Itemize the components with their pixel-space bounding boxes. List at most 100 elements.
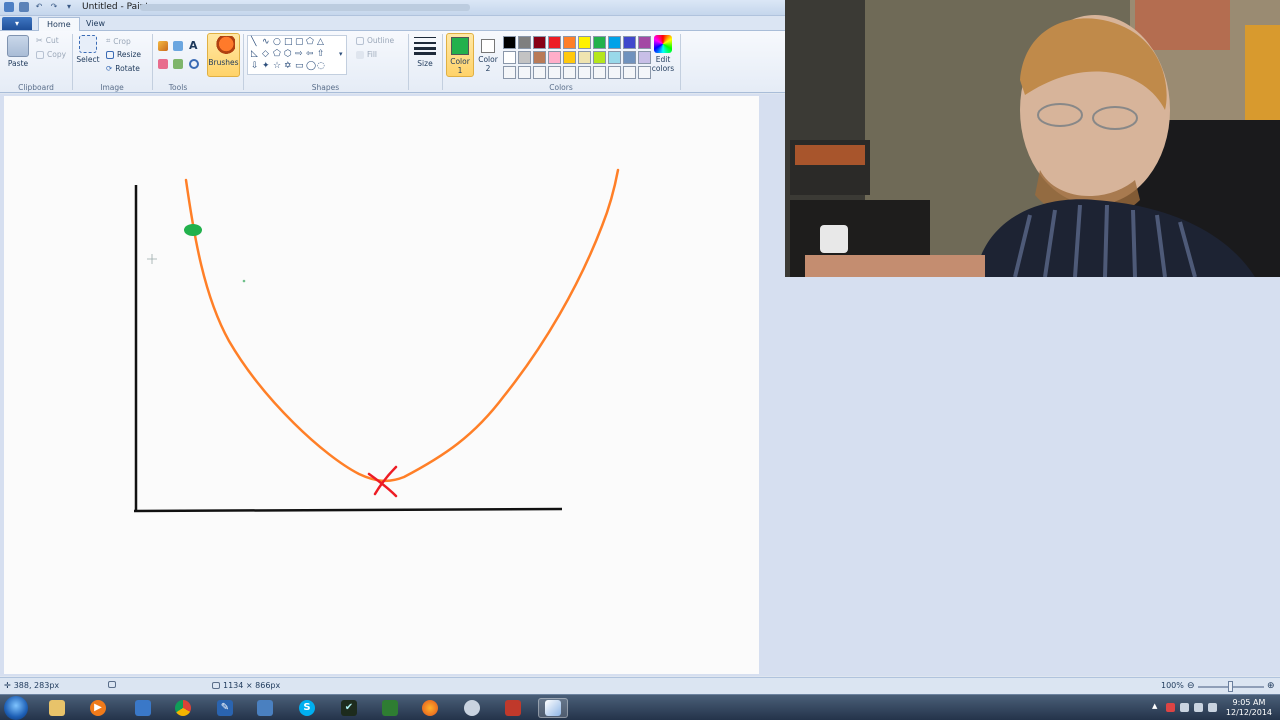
copy-button[interactable]: Copy [36,50,66,59]
cloud-callout-icon[interactable]: ◌ [317,61,325,71]
resize-button[interactable]: Resize [106,50,141,59]
brushes-button[interactable]: Brushes [207,33,240,77]
vim-icon[interactable]: ✔ [334,698,364,718]
skype-icon[interactable]: S [292,698,322,718]
diamond-shape-icon[interactable]: ◇ [262,49,269,59]
palette-swatch[interactable] [593,51,606,64]
palette-swatch[interactable] [503,36,516,49]
palette-swatch[interactable] [548,51,561,64]
palette-swatch[interactable] [638,51,651,64]
palette-swatch[interactable] [518,66,531,79]
left-arrow-shape-icon[interactable]: ⇦ [306,49,314,59]
cut-button[interactable]: ✂ Cut [36,36,59,45]
fill-bucket-icon[interactable] [173,41,183,51]
media-player-icon[interactable]: ▶ [83,698,113,718]
crop-button[interactable]: ⌗ Crop [106,36,131,46]
edit-colors-button[interactable]: Edit colors [650,35,676,73]
search-app-icon[interactable] [457,698,487,718]
palette-swatch[interactable] [503,66,516,79]
rectangle-shape-icon[interactable]: □ [284,37,293,47]
tab-view[interactable]: View [86,19,105,28]
palette-swatch[interactable] [548,66,561,79]
four-point-star-icon[interactable]: ✦ [262,61,270,71]
shapes-scroll-icon[interactable]: ▾ [339,50,343,58]
palette-swatch[interactable] [533,66,546,79]
hexagon-shape-icon[interactable]: ⬡ [284,49,292,59]
python-icon[interactable] [250,698,280,718]
palette-swatch[interactable] [563,36,576,49]
palette-swatch[interactable] [638,36,651,49]
palette-swatch[interactable] [578,66,591,79]
color1-selector[interactable]: Color 1 [446,33,474,77]
system-clock[interactable]: 9:05 AM 12/12/2014 [1225,698,1272,717]
text-tool-icon[interactable]: A [189,39,198,52]
volume-icon[interactable] [1208,703,1217,712]
palette-swatch[interactable] [608,66,621,79]
palette-swatch[interactable] [638,66,651,79]
editor-icon[interactable]: ✎ [210,698,240,718]
eraser-icon[interactable] [158,59,168,69]
tab-home[interactable]: Home [38,17,80,31]
shapes-gallery[interactable]: ╲ ∿ ○ □ ▢ ⬠ △ ◺ ◇ ⬠ ⬡ ⇨ ⇦ ⇧ ⇩ ✦ ☆ ✡ ▭ ◯ … [247,35,347,75]
document-icon[interactable] [128,698,158,718]
rotate-button[interactable]: ⟳ Rotate [106,64,140,73]
action-center-icon[interactable] [1166,703,1175,712]
rounded-rectangle-icon[interactable]: ▢ [295,37,304,47]
paste-button[interactable]: Paste [5,35,31,68]
palette-swatch[interactable] [623,66,636,79]
zoom-out-icon[interactable]: ⊖ [1187,681,1195,691]
right-arrow-shape-icon[interactable]: ⇨ [295,49,303,59]
show-hidden-icons[interactable]: ▲ [1152,702,1158,710]
undo-icon[interactable]: ↶ [35,2,43,11]
palette-swatch[interactable] [593,66,606,79]
select-button[interactable]: Select [76,35,100,64]
save-icon[interactable] [19,2,29,12]
palette-swatch[interactable] [563,66,576,79]
palette-swatch[interactable] [608,36,621,49]
six-point-star-icon[interactable]: ✡ [284,61,292,71]
right-triangle-icon[interactable]: ◺ [251,49,258,59]
down-arrow-shape-icon[interactable]: ⇩ [251,61,259,71]
zoom-slider-thumb[interactable] [1228,681,1233,692]
start-button[interactable] [4,696,28,720]
five-point-star-icon[interactable]: ☆ [273,61,282,71]
pencil-icon[interactable] [158,41,168,51]
paint-taskbar-icon[interactable] [538,698,568,718]
line-shape-icon[interactable]: ╲ [251,37,257,47]
palette-swatch[interactable] [623,51,636,64]
palette-swatch[interactable] [563,51,576,64]
drawing-canvas[interactable] [4,96,759,674]
palette-swatch[interactable] [518,36,531,49]
polygon-shape-icon[interactable]: ⬠ [306,37,314,47]
pentagon-shape-icon[interactable]: ⬠ [273,49,281,59]
color2-selector[interactable]: Color 2 [476,33,500,77]
color-picker-icon[interactable] [173,59,183,69]
palette-swatch[interactable] [578,36,591,49]
firefox-icon[interactable] [415,698,445,718]
up-arrow-shape-icon[interactable]: ⇧ [317,49,325,59]
ide-icon[interactable] [498,698,528,718]
oval-callout-icon[interactable]: ◯ [306,61,317,71]
customize-toolbar-icon[interactable]: ▾ [66,2,71,11]
palette-swatch[interactable] [578,51,591,64]
palette-swatch[interactable] [623,36,636,49]
curve-shape-icon[interactable]: ∿ [262,37,270,47]
callout-shape-icon[interactable]: ▭ [295,61,304,71]
oval-shape-icon[interactable]: ○ [273,37,281,47]
palette-swatch[interactable] [593,36,606,49]
magnifier-icon[interactable] [189,59,199,69]
zoom-in-icon[interactable]: ⊕ [1267,681,1275,691]
palette-swatch[interactable] [533,51,546,64]
file-menu-button[interactable]: ▾ [2,17,32,30]
palette-swatch[interactable] [608,51,621,64]
size-button[interactable]: Size [412,35,438,68]
chrome-icon[interactable] [168,698,198,718]
palette-swatch[interactable] [518,51,531,64]
palette-swatch[interactable] [533,36,546,49]
palette-swatch[interactable] [503,51,516,64]
terminal-icon[interactable] [375,698,405,718]
explorer-icon[interactable] [42,698,72,718]
triangle-shape-icon[interactable]: △ [317,37,324,47]
redo-icon[interactable]: ↷ [50,2,58,11]
palette-swatch[interactable] [548,36,561,49]
